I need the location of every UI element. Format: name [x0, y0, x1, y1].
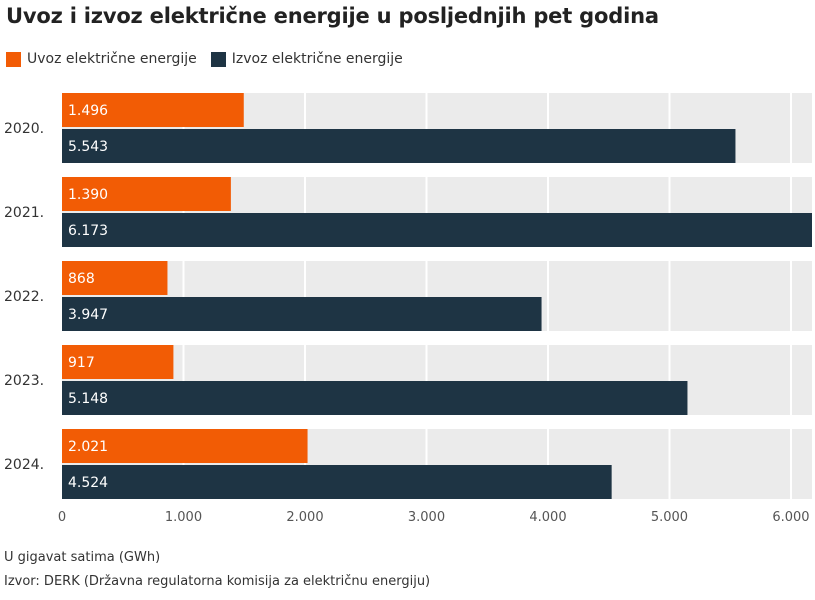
source-note: Izvor: DERK (Državna regulatorna komisij…: [4, 574, 431, 589]
value-label-uvoz-4: 2.021: [68, 439, 108, 455]
chart-title: Uvoz i izvoz električne energije u poslj…: [6, 4, 659, 28]
legend-label-uvoz: Uvoz električne energije: [27, 51, 197, 67]
bar-uvoz-1: [62, 177, 231, 211]
bar-uvoz-2: [62, 261, 168, 295]
bar-izvoz-4: [62, 465, 612, 499]
x-tick-label-4: 4.000: [529, 510, 566, 525]
category-label-0: 2020.: [4, 121, 44, 137]
bar-izvoz-1: [62, 213, 812, 247]
value-label-izvoz-3: 5.148: [68, 391, 108, 407]
legend-swatch-uvoz: [6, 51, 21, 67]
bar-uvoz-3: [62, 345, 174, 379]
bar-izvoz-3: [62, 381, 688, 415]
x-tick-label-3: 3.000: [408, 510, 445, 525]
category-label-3: 2023.: [4, 373, 44, 389]
bar-chart: 1.496 5.543 2020. 1.390 6.173 2021. 868 3.947 20…: [4, 93, 812, 525]
value-label-uvoz-0: 1.496: [68, 103, 108, 119]
value-label-izvoz-2: 3.947: [68, 307, 108, 323]
category-label-1: 2021.: [4, 205, 44, 221]
x-tick-label-5: 5.000: [651, 510, 688, 525]
unit-note: U gigavat satima (GWh): [4, 550, 161, 565]
category-label-2: 2022.: [4, 289, 44, 305]
bar-izvoz-2: [62, 297, 542, 331]
value-label-uvoz-2: 868: [68, 271, 95, 287]
legend-swatch-izvoz: [210, 51, 226, 67]
legend-item-uvoz: Uvoz električne energije: [6, 51, 197, 67]
value-label-uvoz-3: 917: [68, 355, 95, 371]
category-label-4: 2024.: [4, 457, 44, 473]
x-tick-label-0: 0: [58, 510, 66, 525]
value-label-uvoz-1: 1.390: [68, 187, 108, 203]
bar-izvoz-0: [62, 129, 736, 163]
bar-uvoz-0: [62, 93, 244, 127]
legend: Uvoz električne energije Izvoz električn…: [6, 51, 417, 67]
value-label-izvoz-0: 5.543: [68, 139, 108, 155]
x-tick-label-2: 2.000: [286, 510, 323, 525]
legend-item-izvoz: Izvoz električne energije: [210, 51, 403, 67]
legend-label-izvoz: Izvoz električne energije: [231, 51, 403, 67]
value-label-izvoz-4: 4.524: [68, 475, 108, 491]
x-tick-label-6: 6.000: [772, 510, 809, 525]
value-label-izvoz-1: 6.173: [68, 223, 108, 239]
x-tick-label-1: 1.000: [165, 510, 202, 525]
bar-uvoz-4: [62, 429, 308, 463]
